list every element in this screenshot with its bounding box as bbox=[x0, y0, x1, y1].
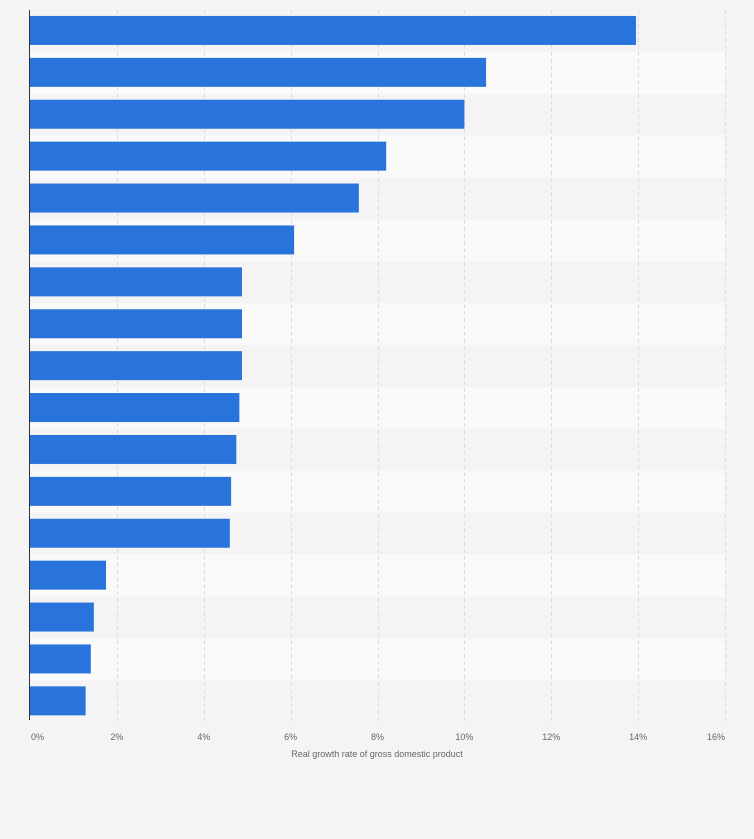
x-tick-label: 12% bbox=[542, 732, 560, 742]
row-stripe bbox=[30, 596, 725, 639]
bar[interactable] bbox=[30, 518, 230, 548]
bar[interactable] bbox=[30, 225, 295, 255]
x-tick-label: 0% bbox=[31, 732, 44, 742]
row-stripe bbox=[30, 680, 725, 723]
bar[interactable] bbox=[30, 686, 86, 716]
x-tick-label: 4% bbox=[197, 732, 210, 742]
bars bbox=[30, 15, 636, 716]
bar[interactable] bbox=[30, 15, 636, 45]
bar[interactable] bbox=[30, 351, 242, 381]
bar[interactable] bbox=[30, 602, 94, 632]
bar[interactable] bbox=[30, 644, 91, 674]
x-tick-label: 16% bbox=[707, 732, 725, 742]
x-tick-label: 2% bbox=[110, 732, 123, 742]
bar[interactable] bbox=[30, 476, 232, 506]
bar[interactable] bbox=[30, 560, 107, 590]
x-axis-title: Real growth rate of gross domestic produ… bbox=[291, 749, 463, 759]
x-tick-label: 14% bbox=[629, 732, 647, 742]
bar[interactable] bbox=[30, 434, 237, 464]
row-stripe bbox=[30, 638, 725, 681]
bar[interactable] bbox=[30, 57, 487, 87]
bar[interactable] bbox=[30, 267, 242, 297]
bar[interactable] bbox=[30, 309, 242, 339]
x-tick-label: 8% bbox=[371, 732, 384, 742]
bar[interactable] bbox=[30, 393, 240, 423]
row-stripe bbox=[30, 554, 725, 597]
x-tick-label: 10% bbox=[455, 732, 473, 742]
bar[interactable] bbox=[30, 99, 465, 129]
x-axis-tick-labels: 0% 2% 4% 6% 8% 10% 12% 14% 16% bbox=[31, 732, 725, 742]
bar[interactable] bbox=[30, 183, 359, 213]
bar[interactable] bbox=[30, 141, 387, 171]
x-tick-label: 6% bbox=[284, 732, 297, 742]
